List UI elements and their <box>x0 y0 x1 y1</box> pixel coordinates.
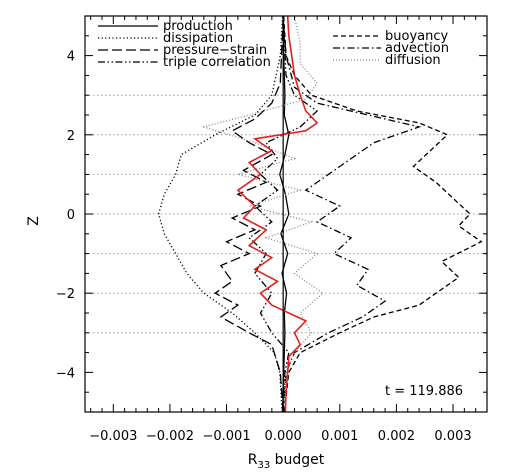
time-annotation: t = 119.886 <box>385 384 463 399</box>
legend-label: buoyancy <box>385 29 448 44</box>
series-line-dissipation <box>157 16 284 412</box>
x-tick-label: 0.000 <box>265 429 302 444</box>
x-axis-title-subscript: 33 <box>257 460 270 471</box>
x-tick-label: −0.001 <box>202 429 250 444</box>
y-tick-label: 2 <box>67 129 75 144</box>
x-tick-label: 0.002 <box>378 429 415 444</box>
y-tick-label: 0 <box>67 208 75 223</box>
series-line-advection <box>282 16 422 412</box>
legend-label: dissipation <box>163 31 233 46</box>
x-tick-label: −0.002 <box>146 429 194 444</box>
axis-ticks <box>85 15 487 413</box>
y-tick-label: −2 <box>56 287 75 302</box>
y-tick-label: −4 <box>56 366 75 381</box>
series-lines <box>157 16 483 412</box>
x-tick-label: 0.001 <box>321 429 358 444</box>
series-line-buoyancy <box>283 16 483 412</box>
legend-label: pressure−strain <box>163 43 267 58</box>
x-axis-title: R33 budget <box>248 452 325 471</box>
tick-labels: −0.003 −0.002 −0.001 0.000 0.001 0.002 0.003 −4… <box>56 50 472 444</box>
legend: productiondissipationpressure−straintrip… <box>98 19 449 70</box>
y-axis-title: Z <box>26 216 42 226</box>
legend-label: triple correlation <box>163 55 271 70</box>
x-axis-title-main: R <box>248 452 258 468</box>
legend-label: production <box>163 19 233 34</box>
series-line-red-profile <box>236 16 319 412</box>
series-line-pressure-strain <box>213 16 284 412</box>
series-line-triple-correlation <box>248 16 319 412</box>
series-line-production <box>279 16 290 412</box>
x-axis-title-rest: budget <box>270 452 325 468</box>
legend-label: advection <box>385 41 449 56</box>
x-tick-label: 0.003 <box>434 429 471 444</box>
y-tick-label: 4 <box>67 50 75 65</box>
x-tick-label: −0.003 <box>89 429 137 444</box>
legend-label: diffusion <box>385 53 441 68</box>
